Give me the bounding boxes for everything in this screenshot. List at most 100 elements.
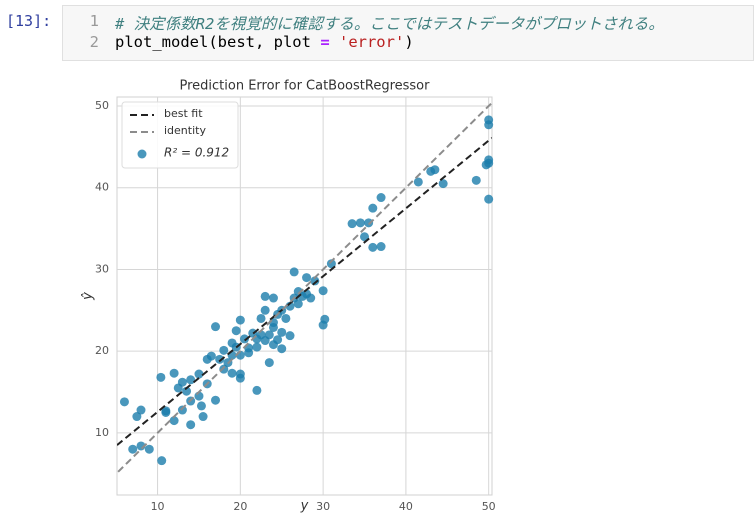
point — [235, 369, 245, 379]
best-fit-line — [117, 137, 492, 446]
code-token: # 決定係数R2を視覚的に確認する。ここではテストデータがプロットされる。 — [115, 15, 664, 33]
point — [169, 416, 179, 426]
point — [281, 313, 291, 323]
point — [177, 405, 187, 415]
point — [376, 242, 386, 252]
line-number: 2 — [89, 33, 99, 51]
code-line: # 決定係数R2を視覚的に確認する。ここではテストデータがプロットされる。 — [115, 12, 664, 34]
point — [119, 397, 129, 407]
point — [198, 412, 208, 422]
point — [438, 179, 448, 189]
y-tick-label: 20 — [95, 344, 109, 357]
code-token: = — [320, 33, 339, 51]
point — [219, 364, 229, 374]
point — [268, 322, 278, 332]
point — [289, 267, 299, 277]
point — [239, 334, 249, 344]
x-tick-label: 10 — [151, 500, 165, 513]
point — [132, 412, 142, 422]
x-tick-label: 40 — [399, 500, 413, 513]
point — [347, 219, 357, 229]
point — [285, 331, 295, 341]
code-token: ) — [404, 33, 414, 51]
code-token: plot_model(best, plot — [115, 33, 321, 51]
point — [484, 120, 494, 130]
x-tick-label: 20 — [233, 500, 247, 513]
point — [376, 193, 386, 203]
point — [306, 293, 316, 303]
point — [157, 456, 167, 466]
point — [169, 368, 179, 378]
x-tick-label: 50 — [482, 500, 496, 513]
legend-label: best fit — [164, 107, 203, 120]
point — [161, 406, 171, 416]
y-tick-label: 40 — [95, 181, 109, 194]
x-axis-label: y — [300, 499, 309, 514]
point — [211, 322, 221, 332]
point — [277, 327, 287, 337]
point — [326, 259, 336, 269]
code-cell[interactable]: 1 # 決定係数R2を視覚的に確認する。ここではテストデータがプロットされる。 2 p… — [62, 5, 754, 61]
point — [177, 377, 187, 387]
point — [260, 291, 270, 301]
point — [273, 335, 283, 345]
legend-label: identity — [164, 124, 206, 137]
point — [310, 276, 320, 286]
point — [211, 395, 221, 405]
code-line: plot_model(best, plot = 'error') — [115, 33, 414, 51]
lines — [117, 101, 492, 475]
point — [481, 160, 491, 170]
chart-title: Prediction Error for CatBoostRegressor — [180, 79, 431, 94]
point — [252, 385, 262, 395]
point — [219, 345, 229, 355]
point — [260, 305, 270, 315]
y-tick-label: 30 — [95, 262, 109, 275]
point — [413, 177, 423, 187]
y-tick-label: 10 — [95, 426, 109, 439]
point — [320, 314, 330, 324]
line-number: 1 — [89, 12, 99, 30]
point — [264, 330, 274, 340]
cell-prompt: [13]: — [6, 12, 52, 30]
point — [430, 165, 440, 175]
legend-label: R² = 0.912 — [164, 146, 229, 160]
point — [128, 444, 138, 454]
point — [194, 369, 204, 379]
point — [268, 293, 278, 303]
x-tick-label: 30 — [316, 500, 330, 513]
point — [360, 232, 370, 242]
code-token: 'error' — [338, 33, 405, 51]
point — [182, 386, 192, 396]
point — [355, 218, 365, 228]
point — [264, 358, 274, 368]
y-axis-label: ŷ — [81, 292, 96, 301]
point — [318, 286, 328, 296]
point — [256, 313, 266, 323]
point — [471, 175, 481, 185]
identity-line — [117, 101, 492, 475]
legend-swatch — [137, 149, 147, 159]
point — [252, 342, 262, 352]
point — [484, 194, 494, 204]
point — [368, 242, 378, 252]
point — [196, 401, 206, 411]
point — [156, 372, 166, 382]
y-tick-label: 50 — [95, 99, 109, 112]
point — [231, 326, 241, 336]
point — [206, 351, 216, 361]
point — [302, 273, 312, 283]
legend-box — [121, 101, 239, 169]
point — [186, 375, 196, 385]
point — [215, 354, 225, 364]
point — [293, 299, 303, 309]
point — [136, 405, 146, 415]
point — [227, 368, 237, 378]
point — [186, 420, 196, 430]
point — [144, 444, 154, 454]
point — [368, 203, 378, 213]
point — [235, 315, 245, 325]
point — [277, 344, 287, 354]
point — [364, 218, 374, 228]
